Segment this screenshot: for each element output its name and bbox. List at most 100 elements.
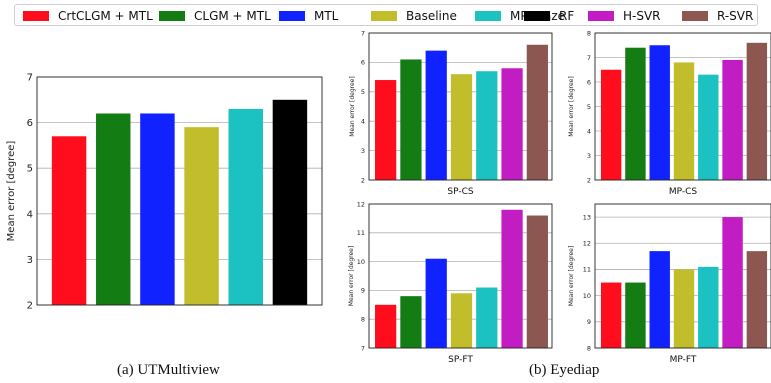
plot-frame (368, 203, 553, 349)
y-tick-label: 4 (587, 127, 591, 135)
bar-crtclgm-mtl (51, 136, 87, 305)
bar-mpiigaze (698, 74, 719, 180)
bar-clgm-mtl (400, 296, 422, 348)
y-axis-label: Mean error [degree] (568, 246, 575, 306)
y-tick-label: 9 (587, 318, 591, 326)
y-tick-label: 5 (361, 88, 365, 96)
y-tick-label: 7 (27, 73, 33, 84)
bar-r-svr (526, 44, 548, 181)
bar-clgm-mtl (96, 113, 131, 305)
y-tick-label: 7 (587, 54, 591, 62)
y-axis-label: Mean error [degree] (568, 76, 575, 136)
bar-clgm-mtl (400, 59, 422, 180)
x-axis-label: SP-FT (448, 355, 473, 365)
bar-baseline (673, 62, 695, 180)
bar-r-svr (746, 42, 768, 180)
bar-baseline (673, 269, 695, 348)
legend-label: CLGM + MTL (194, 9, 271, 23)
chart-mp-ft: 8 9 10 11 12 13 Mean error [degree] MP-FT (568, 203, 771, 365)
chart-sp-ft: 7 8 9 10 11 12 Mean error [degree] SP-FT (348, 200, 553, 365)
bar-mtl (649, 251, 670, 348)
y-tick-label: 5 (587, 103, 591, 111)
legend-swatch (588, 11, 614, 21)
bar-h-svr (722, 59, 743, 181)
bar-crtclgm-mtl (375, 304, 397, 348)
y-tick-label: 6 (361, 59, 365, 67)
legend-swatch (279, 11, 305, 21)
legend-label: Baseline (406, 9, 457, 23)
x-axis-label: SP-CS (447, 187, 473, 197)
bar-mtl (425, 258, 447, 348)
bar-mpiigaze (228, 108, 263, 305)
plot-frame (368, 32, 553, 181)
legend-item: RF (524, 8, 574, 24)
bar-baseline (450, 74, 473, 180)
legend-label: CrtCLGM + MTL (58, 9, 153, 23)
bar-h-svr (722, 217, 743, 348)
bar-crtclgm-mtl (600, 69, 622, 180)
bar-h-svr (501, 68, 523, 180)
plot-frame (594, 203, 771, 349)
legend-swatch (371, 11, 397, 21)
y-tick-label: 9 (361, 287, 365, 295)
y-axis-label: Mean error [degree] (6, 141, 17, 242)
y-tick-label: 2 (361, 176, 365, 184)
y-tick-label: 4 (27, 209, 33, 220)
y-axis-label: Mean error [degree] (348, 246, 355, 306)
x-axis-label: MP-FT (670, 355, 697, 365)
bar-rf (272, 99, 308, 305)
y-tick-label: 5 (27, 164, 33, 175)
y-tick-label: 7 (361, 29, 365, 37)
bar-clgm-mtl (625, 282, 646, 348)
y-tick-label: 12 (583, 240, 591, 248)
chart-mp-cs: 2 3 4 5 6 7 8 Mean error [degree] MP-CS (568, 29, 771, 197)
bar-mpiigaze (476, 71, 498, 180)
legend-item: CrtCLGM + MTL (23, 8, 153, 24)
bar-mpiigaze (698, 266, 719, 348)
legend-label: R-SVR (717, 9, 754, 23)
caption-utmultiview: (a) UTMultiview (117, 362, 220, 378)
bar-h-svr (501, 209, 523, 348)
y-tick-label: 6 (27, 118, 33, 129)
y-tick-label: 8 (587, 344, 591, 352)
legend-item: MTL (279, 8, 338, 24)
x-axis-label: MP-CS (669, 187, 698, 197)
legend-swatch (682, 11, 708, 21)
bar-baseline (450, 293, 473, 348)
bar-mtl (140, 113, 175, 305)
bar-mpiigaze (476, 287, 498, 348)
legend-swatch (524, 11, 550, 21)
y-tick-label: 6 (587, 78, 591, 86)
bar-crtclgm-mtl (375, 80, 397, 180)
y-tick-label: 3 (587, 152, 591, 160)
y-tick-label: 3 (361, 147, 365, 155)
bar-r-svr (526, 215, 548, 348)
plot-frame (594, 32, 771, 181)
y-tick-label: 11 (357, 229, 365, 237)
y-tick-label: 11 (583, 266, 591, 274)
legend-label: RF (559, 9, 575, 23)
y-tick-label: 2 (27, 301, 33, 312)
y-tick-label: 3 (27, 255, 33, 266)
bar-baseline (184, 127, 219, 305)
legend-swatch (475, 11, 501, 21)
legend-label: H-SVR (623, 9, 661, 23)
legend-swatch (23, 11, 49, 21)
y-tick-label: 4 (361, 117, 365, 125)
chart-utmultiview: 2 3 4 5 6 7 Mean error [degree] (6, 73, 323, 312)
bar-r-svr (746, 251, 768, 348)
legend-item: R-SVR (682, 8, 753, 24)
y-tick-label: 2 (587, 176, 591, 184)
y-tick-label: 8 (361, 315, 365, 323)
legend-item: Baseline (371, 8, 457, 24)
y-axis-label: Mean error [degree] (349, 76, 356, 136)
bar-crtclgm-mtl (600, 282, 622, 348)
bar-clgm-mtl (625, 47, 646, 181)
legend-item: H-SVR (588, 8, 661, 24)
y-tick-label: 10 (583, 292, 591, 300)
caption-eyediap: (b) Eyediap (529, 362, 600, 378)
legend-item: CLGM + MTL (159, 8, 271, 24)
y-tick-label: 10 (357, 258, 365, 266)
